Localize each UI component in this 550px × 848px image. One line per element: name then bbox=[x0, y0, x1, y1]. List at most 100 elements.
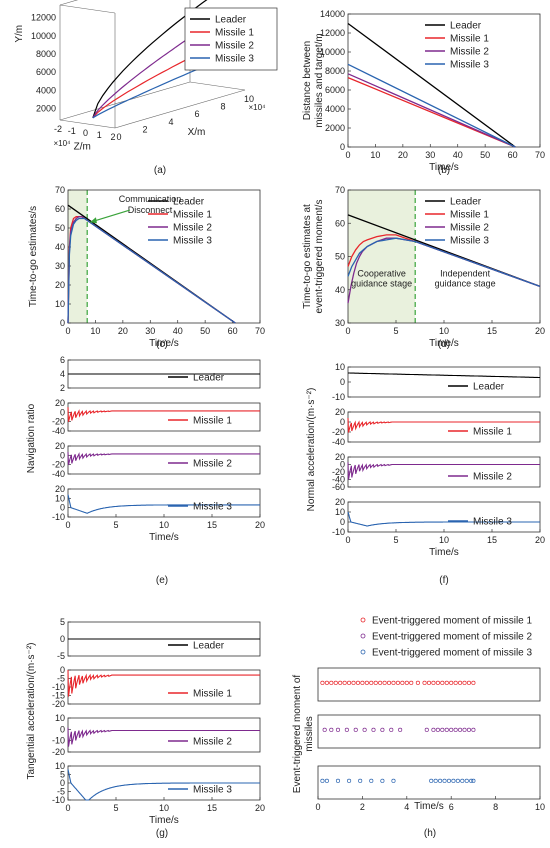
panel-label: (f) bbox=[439, 575, 448, 586]
y-tick-label: 20 bbox=[335, 407, 345, 417]
series-line-missile-2 bbox=[92, 37, 189, 119]
y-tick-label: 20 bbox=[55, 484, 65, 494]
y-tick-label: 4000 bbox=[325, 104, 345, 114]
series-line-missile-1 bbox=[67, 407, 260, 423]
legend-entry: Missile 3 bbox=[450, 60, 489, 71]
y-tick-label: -10 bbox=[332, 392, 345, 402]
x-tick-label: 0 bbox=[65, 520, 70, 530]
x-tick-label: 10 bbox=[244, 94, 254, 104]
event-marker-missile-1 bbox=[369, 680, 374, 685]
event-marker-missile-3 bbox=[320, 778, 325, 783]
axis-edge bbox=[189, 81, 246, 91]
y-tick-label: 20 bbox=[335, 452, 345, 462]
y-tick-label: 20 bbox=[55, 398, 65, 408]
x-tick-label: 5 bbox=[113, 803, 118, 813]
y-tick-label: 0 bbox=[340, 377, 345, 387]
axis-title-x: Time/s bbox=[414, 801, 444, 812]
event-marker-missile-1 bbox=[364, 680, 369, 685]
event-marker-missile-1 bbox=[449, 680, 454, 685]
x-tick-label: 30 bbox=[145, 326, 155, 336]
event-marker-missile-1 bbox=[373, 680, 378, 685]
x-tick-label: 40 bbox=[453, 150, 463, 160]
y-tick-label: 0 bbox=[60, 634, 65, 644]
y-tick-label: 10 bbox=[55, 493, 65, 503]
y-tick-label: 40 bbox=[335, 285, 345, 295]
y-tick-label: 0 bbox=[60, 450, 65, 460]
event-marker-missile-2 bbox=[353, 727, 358, 732]
event-marker-missile-3 bbox=[455, 778, 460, 783]
y-tick-label: 40 bbox=[55, 242, 65, 252]
event-marker-missile-1 bbox=[333, 680, 338, 685]
event-marker-missile-3 bbox=[446, 778, 452, 783]
event-marker-missile-2 bbox=[389, 727, 394, 732]
z-tick-label: -2 bbox=[54, 124, 62, 134]
legend-entry: Missile 3 bbox=[193, 785, 232, 796]
panel-label: (g) bbox=[156, 828, 168, 839]
x-tick-label: 70 bbox=[535, 150, 545, 160]
y-tick-label: 0 bbox=[60, 665, 65, 675]
axis-title-y: Tangential acceleration/(m·s⁻²) bbox=[26, 643, 37, 780]
event-marker-missile-2 bbox=[435, 727, 440, 732]
axis-title-y: missiles bbox=[304, 716, 315, 752]
legend-entry: Missile 2 bbox=[473, 472, 512, 483]
event-marker-missile-3 bbox=[324, 778, 329, 783]
event-marker-missile-3 bbox=[451, 778, 456, 783]
event-marker-missile-3 bbox=[391, 778, 396, 783]
z-scale-label: ×10⁴ bbox=[53, 139, 71, 148]
x-tick-label: 6 bbox=[449, 802, 454, 812]
x-tick-label: 0 bbox=[345, 150, 350, 160]
y-tick-label: -10 bbox=[52, 795, 65, 805]
event-marker-missile-1 bbox=[404, 680, 409, 685]
legend-entry: Leader bbox=[173, 197, 205, 208]
y-tick-label: 30 bbox=[55, 261, 65, 271]
event-marker-missile-1 bbox=[440, 680, 445, 685]
legend-entry: Missile 2 bbox=[193, 459, 232, 470]
x-tick-label: 10 bbox=[535, 802, 545, 812]
legend-entry: Missile 1 bbox=[450, 210, 489, 221]
event-marker-missile-1 bbox=[400, 680, 405, 685]
axis-title-y: event-triggered moment/s bbox=[314, 200, 325, 314]
x-tick-label: 0 bbox=[65, 326, 70, 336]
panel-label: (a) bbox=[154, 165, 166, 176]
event-marker-missile-3 bbox=[438, 778, 443, 783]
event-marker-missile-3 bbox=[429, 778, 434, 783]
y-tick-label: -40 bbox=[332, 437, 345, 447]
event-marker-missile-3 bbox=[433, 778, 438, 783]
x-tick-label: 6 bbox=[194, 109, 199, 119]
z-tick-label: 1 bbox=[97, 130, 102, 140]
y-tick-label: -5 bbox=[57, 651, 65, 661]
plot-frame bbox=[317, 714, 541, 749]
axis-edge bbox=[59, 4, 116, 14]
axis-title-y: Time-to-go estimates at bbox=[302, 204, 313, 309]
x-tick-label: 10 bbox=[439, 326, 449, 336]
x-tick-label: 10 bbox=[159, 520, 169, 530]
z-tick-label: 0 bbox=[83, 128, 88, 138]
event-marker-missile-1 bbox=[466, 680, 472, 685]
x-tick-label: 5 bbox=[393, 326, 398, 336]
y-tick-label: -5 bbox=[57, 674, 65, 684]
x-tick-label: 20 bbox=[398, 150, 408, 160]
legend-entry: Leader bbox=[450, 21, 482, 32]
event-marker-missile-1 bbox=[382, 680, 387, 685]
event-marker-missile-1 bbox=[386, 680, 392, 685]
legend-marker bbox=[360, 617, 366, 623]
event-marker-missile-1 bbox=[409, 680, 414, 685]
y-tick-label: 60 bbox=[55, 204, 65, 214]
event-marker-missile-1 bbox=[338, 680, 343, 685]
y-tick-label: 6000 bbox=[36, 67, 56, 77]
annotation-arrow bbox=[89, 209, 131, 223]
y-tick-label: 10000 bbox=[320, 47, 345, 57]
event-marker-missile-2 bbox=[466, 727, 472, 732]
y-tick-label: -40 bbox=[52, 426, 65, 436]
series-line-missile-2 bbox=[347, 462, 540, 480]
y-tick-label: 60 bbox=[335, 218, 345, 228]
series-line-missile-3 bbox=[347, 511, 540, 527]
legend-entry: Missile 3 bbox=[173, 236, 212, 247]
event-marker-missile-1 bbox=[320, 680, 325, 685]
legend-entry: Leader bbox=[193, 373, 225, 384]
panel-label: (e) bbox=[156, 575, 168, 586]
y-tick-label: 50 bbox=[335, 252, 345, 262]
stage-label: guidance stage bbox=[435, 278, 496, 288]
y-tick-label: 4000 bbox=[36, 85, 56, 95]
